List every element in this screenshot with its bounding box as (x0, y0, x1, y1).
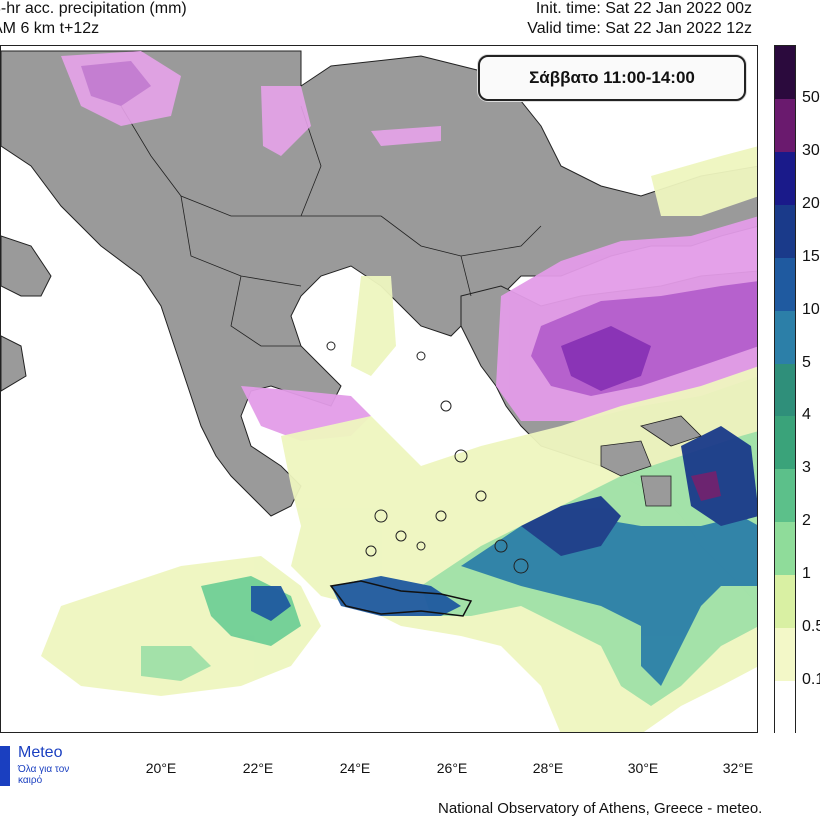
colorbar-level-label: 10 (802, 300, 820, 318)
aegean-islands (326, 341, 529, 574)
colorbar-segment (775, 98, 795, 153)
lon-tick-label: 22°E (242, 760, 274, 776)
crete-outline (329, 580, 473, 617)
colorbar-segment (775, 416, 795, 470)
colorbar-level-label: 5 (802, 353, 811, 371)
colorbar-level-label: 0.5 (802, 618, 820, 636)
precip-blue (251, 426, 757, 686)
colorbar-segment (775, 46, 795, 100)
italy-land (1, 235, 52, 297)
colorbar-level-label: 0.1 (802, 671, 820, 689)
lon-tick-label: 30°E (627, 760, 659, 776)
lon-tick-label: 24°E (339, 760, 371, 776)
colorbar-segment (775, 204, 795, 259)
colorbar-level-label: 15 (802, 247, 820, 265)
colorbar-segment (775, 575, 795, 629)
meteo-logo[interactable]: Meteo Όλα για τον καιρό (0, 744, 90, 794)
colorbar (774, 45, 796, 735)
footer-credit: National Observatory of Athens, Greece -… (438, 800, 763, 817)
colorbar-segment (775, 522, 795, 576)
italy-land-south (1, 335, 27, 392)
lon-tick-label: 28°E (532, 760, 564, 776)
colorbar-segment (775, 628, 795, 682)
colorbar-level-label: 1 (802, 565, 811, 583)
precip-pink-east (241, 216, 757, 441)
colorbar-level-label: 50 (802, 88, 820, 106)
lon-tick-label: 32°E (722, 760, 754, 776)
colorbar-segment (775, 363, 795, 417)
logo-name: Meteo (18, 744, 63, 761)
colorbar-segment (775, 681, 795, 735)
time-window-label: Σάββατο 11:00-14:00 (478, 55, 746, 101)
colorbar-segment (775, 310, 795, 365)
chart-title: 3-hr acc. precipitation (mm) (0, 0, 187, 17)
lon-tick-label: 26°E (436, 760, 468, 776)
colorbar-level-label: 20 (802, 194, 820, 212)
map-canvas (1, 50, 757, 732)
lon-tick-label: 20°E (145, 760, 177, 776)
colorbar-segment (775, 469, 795, 523)
colorbar-segment (775, 257, 795, 312)
init-time-label: Init. time: Sat 22 Jan 2022 00z (535, 0, 752, 17)
logo-mark-icon (0, 746, 10, 786)
valid-time-label: Valid time: Sat 22 Jan 2022 12z (527, 20, 752, 37)
precip-pink-north (61, 51, 441, 156)
land-patches (600, 415, 702, 507)
logo-tagline: Όλα για τον καιρό (18, 764, 70, 786)
precipitation-map (0, 45, 758, 733)
colorbar-level-label: 3 (802, 459, 811, 477)
model-run-label: AM 6 km t+12z (0, 20, 100, 37)
colorbar-segment (775, 151, 795, 206)
colorbar-level-label: 4 (802, 406, 811, 424)
colorbar-level-label: 2 (802, 512, 811, 530)
colorbar-level-label: 30 (802, 141, 820, 159)
